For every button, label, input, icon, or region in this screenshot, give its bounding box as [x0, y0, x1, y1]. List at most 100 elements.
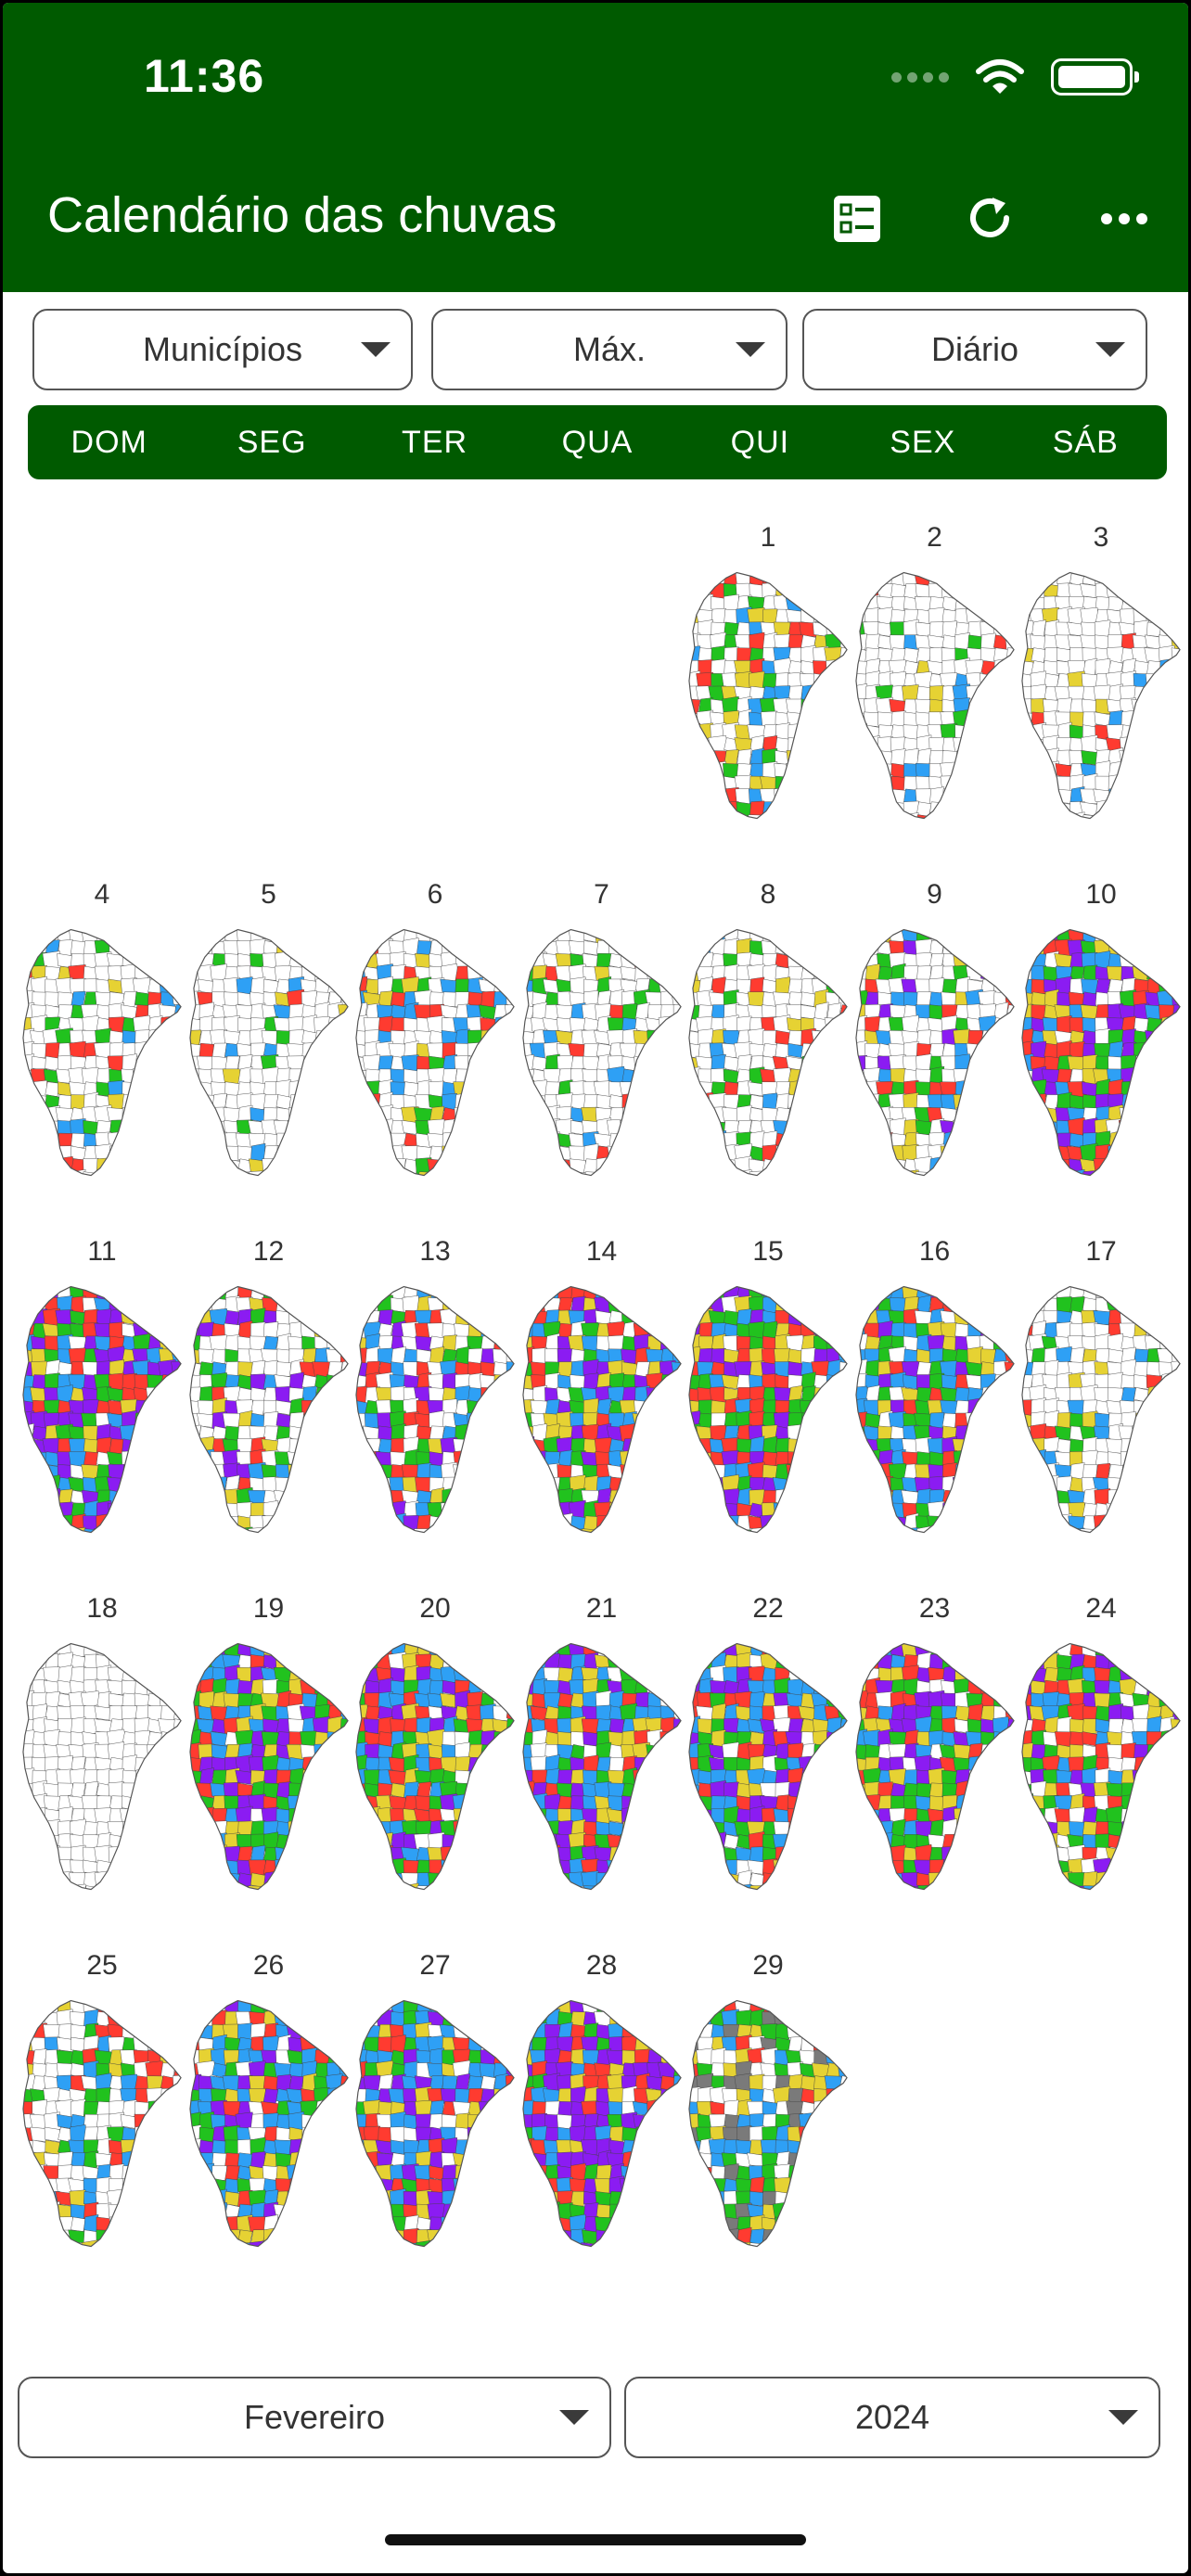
municipality	[301, 929, 317, 946]
municipality	[522, 990, 534, 1008]
municipality	[1031, 929, 1046, 943]
municipality	[825, 1513, 843, 1533]
municipality	[672, 1399, 681, 1416]
municipality	[1158, 1489, 1177, 1506]
calendar-day[interactable]: 10	[1018, 879, 1184, 1194]
calendar-day[interactable]: 18	[19, 1593, 185, 1908]
period-select-value: Diário	[930, 330, 1019, 368]
municipality	[313, 952, 331, 969]
municipality	[813, 1515, 829, 1531]
municipality	[1069, 711, 1085, 727]
calendar-day-number: 16	[918, 1236, 951, 1267]
calendar-day[interactable]: 2	[852, 522, 1018, 837]
calendar-day[interactable]: 19	[186, 1593, 352, 1908]
municipality	[855, 800, 867, 818]
municipality	[454, 1132, 471, 1149]
calendar-day[interactable]: 6	[352, 879, 518, 1194]
municipality	[688, 1286, 702, 1302]
municipality	[147, 940, 164, 956]
calendar-day[interactable]: 13	[352, 1236, 518, 1551]
municipality	[522, 1171, 534, 1176]
rainfall-map	[1021, 1285, 1181, 1534]
municipality	[1172, 721, 1181, 743]
municipality	[1121, 1286, 1136, 1303]
municipality	[480, 1528, 496, 1533]
municipality	[1005, 1156, 1014, 1176]
municipality	[529, 1528, 549, 1533]
refresh-button[interactable]	[958, 186, 1023, 251]
municipality	[695, 1464, 716, 1480]
calendar-day[interactable]: 4	[19, 879, 185, 1194]
municipality	[160, 1846, 176, 1863]
municipality	[980, 749, 996, 766]
calendar-day[interactable]: 5	[186, 879, 352, 1194]
calendar-day[interactable]: 1	[685, 522, 851, 837]
municipality	[355, 1502, 370, 1518]
municipality	[1158, 775, 1176, 792]
municipality	[837, 929, 848, 943]
municipality	[1132, 1425, 1151, 1441]
municipality	[954, 937, 970, 959]
municipality	[522, 1107, 535, 1123]
municipality	[504, 1451, 515, 1467]
municipality	[864, 1476, 880, 1493]
municipality	[58, 1731, 73, 1747]
calendar-day[interactable]: 3	[1018, 522, 1184, 837]
calendar-day[interactable]: 7	[519, 879, 685, 1194]
municipality	[455, 1158, 470, 1174]
calendar-day[interactable]: 12	[186, 1236, 352, 1551]
municipality	[1171, 1359, 1181, 1379]
municipality	[45, 1157, 60, 1175]
municipality	[314, 1040, 330, 1062]
calendar-day[interactable]: 17	[1018, 1236, 1184, 1551]
municipality	[147, 1643, 163, 1658]
municipality	[96, 1513, 112, 1533]
municipality	[954, 814, 970, 819]
municipality	[506, 1119, 515, 1136]
municipality	[634, 929, 650, 943]
calendar-day[interactable]: 11	[19, 1236, 185, 1551]
municipality	[619, 1286, 639, 1300]
calendar-day[interactable]: 14	[519, 1236, 685, 1551]
region-select[interactable]: Municípios	[32, 309, 413, 390]
municipality	[967, 1297, 983, 1313]
municipality	[211, 1514, 227, 1533]
municipality	[364, 1286, 382, 1301]
municipality	[1133, 1068, 1149, 1084]
municipality	[133, 1513, 152, 1533]
municipality	[160, 1412, 176, 1429]
municipality	[800, 1117, 817, 1139]
municipality	[1021, 737, 1034, 753]
municipality	[145, 1436, 165, 1457]
municipality	[339, 1335, 348, 1351]
municipality	[543, 1526, 561, 1533]
municipality	[992, 1286, 1008, 1300]
municipality	[1146, 929, 1163, 945]
municipality	[800, 1411, 816, 1430]
municipality	[224, 1055, 240, 1072]
municipality	[250, 1373, 265, 1391]
municipality	[134, 1502, 150, 1518]
municipality	[198, 1107, 215, 1123]
municipality	[813, 788, 829, 804]
period-select[interactable]: Diário	[802, 309, 1147, 390]
list-toggle-button[interactable]	[825, 186, 890, 251]
municipality	[1095, 978, 1111, 994]
municipality	[775, 811, 790, 819]
municipality	[237, 1030, 252, 1046]
municipality	[491, 1438, 512, 1454]
calendar-day[interactable]: 9	[852, 879, 1018, 1194]
municipality	[826, 1374, 842, 1390]
municipality	[1159, 1055, 1175, 1072]
statistic-select[interactable]: Máx.	[431, 309, 788, 390]
municipality	[1056, 814, 1073, 819]
municipality	[314, 1664, 330, 1686]
calendar-day[interactable]: 15	[685, 1236, 851, 1551]
calendar-day[interactable]: 8	[685, 879, 851, 1194]
municipality	[158, 1297, 179, 1313]
municipality	[762, 814, 778, 819]
calendar-day[interactable]: 16	[852, 1236, 1018, 1551]
municipality	[583, 1042, 598, 1059]
municipality	[22, 1158, 35, 1174]
more-options-button[interactable]	[1092, 186, 1157, 251]
